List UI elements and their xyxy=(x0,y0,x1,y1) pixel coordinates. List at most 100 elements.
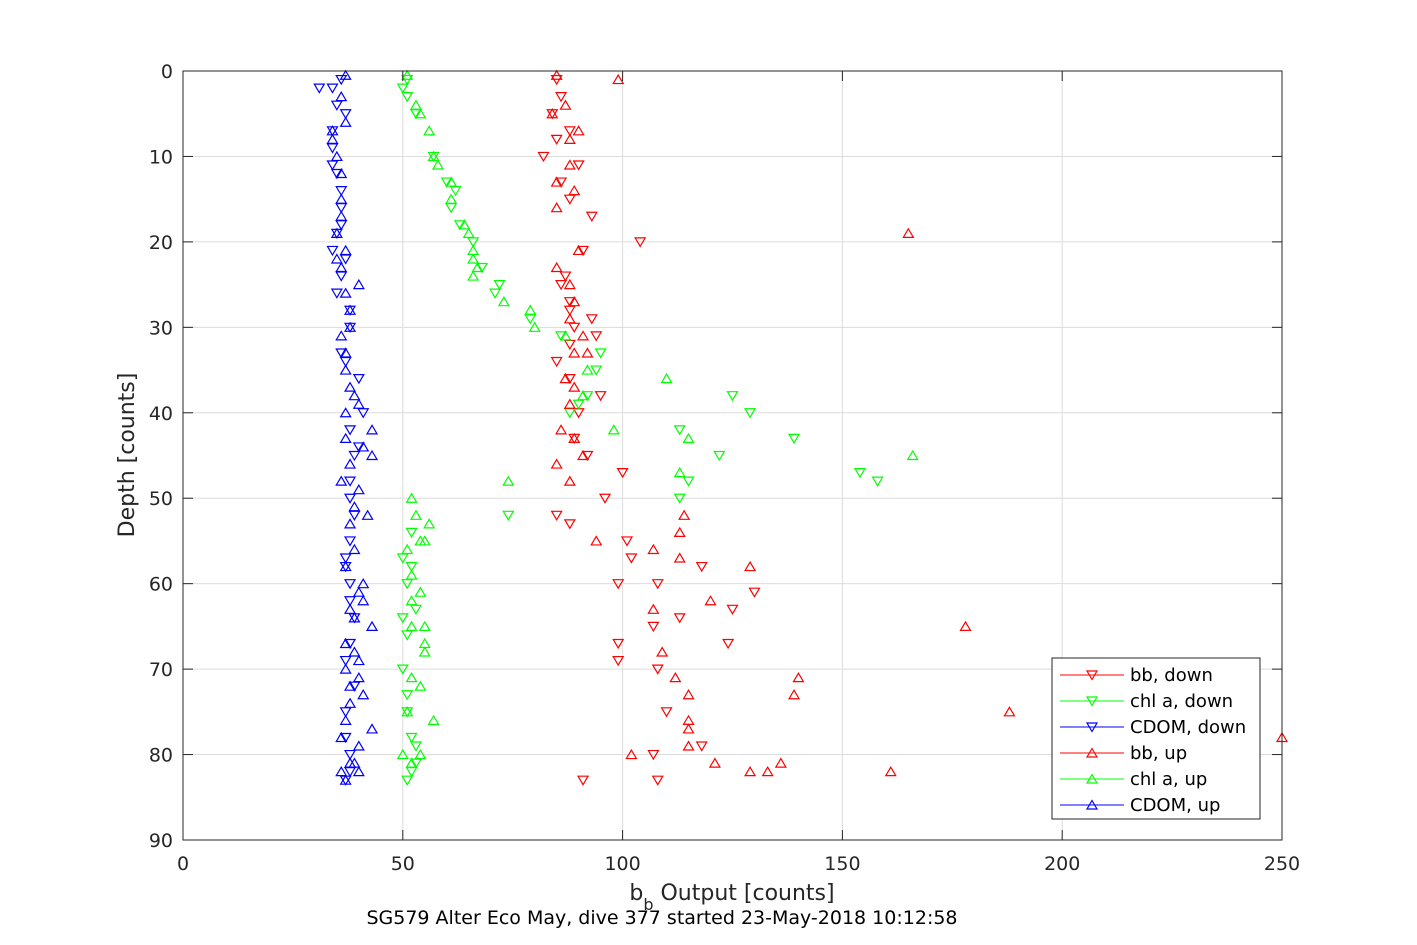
data-point xyxy=(335,90,348,102)
data-point xyxy=(559,99,572,110)
y-tick-label: 70 xyxy=(149,659,173,681)
data-point xyxy=(343,757,357,768)
data-point xyxy=(568,184,581,196)
data-point xyxy=(326,133,339,144)
data-point xyxy=(343,680,357,691)
data-point xyxy=(625,748,638,760)
data-point xyxy=(581,391,594,402)
data-point xyxy=(405,671,418,683)
data-point xyxy=(704,595,717,606)
data-point xyxy=(559,330,572,341)
legend: bb, down chl a, down CDOM, down bb, up chl a… xyxy=(1051,657,1261,820)
data-point xyxy=(343,638,357,650)
data-point xyxy=(357,441,370,452)
data-point xyxy=(339,347,352,358)
data-point xyxy=(550,202,563,213)
data-point xyxy=(713,450,726,462)
data-point xyxy=(493,280,506,291)
data-point xyxy=(581,347,594,358)
data-point xyxy=(563,398,576,409)
data-point xyxy=(352,586,365,597)
data-point xyxy=(409,99,423,110)
data-point xyxy=(343,596,357,607)
data-point xyxy=(497,296,510,307)
data-point xyxy=(339,663,352,674)
data-point xyxy=(576,775,590,786)
data-point xyxy=(427,714,440,725)
data-point xyxy=(348,646,361,657)
data-point xyxy=(467,270,480,281)
data-point xyxy=(726,604,739,615)
data-point xyxy=(576,330,590,341)
data-point xyxy=(343,304,357,315)
data-point xyxy=(423,125,436,136)
data-point xyxy=(343,493,357,504)
data-point xyxy=(550,458,563,469)
data-point xyxy=(572,244,585,256)
data-point xyxy=(343,697,357,708)
data-point xyxy=(343,536,357,547)
data-point xyxy=(427,150,440,162)
data-point xyxy=(431,159,445,170)
data-point xyxy=(590,365,603,376)
data-point xyxy=(405,620,418,631)
data-point xyxy=(352,278,365,290)
data-point xyxy=(695,561,708,573)
data-point xyxy=(787,433,801,445)
legend-marker xyxy=(1085,799,1099,810)
data-point xyxy=(673,466,686,478)
x-tick-label: 150 xyxy=(824,853,860,875)
data-point xyxy=(330,150,343,162)
data-point xyxy=(489,288,502,299)
data-point xyxy=(959,620,972,631)
data-point xyxy=(352,671,365,683)
x-tick-label: 100 xyxy=(604,853,640,875)
y-tick-label: 30 xyxy=(149,317,173,339)
data-point xyxy=(414,535,427,546)
data-point xyxy=(581,450,594,462)
data-point xyxy=(414,748,427,760)
data-point xyxy=(405,732,418,744)
data-series xyxy=(313,69,1289,786)
data-point xyxy=(335,731,348,743)
data-point xyxy=(678,509,691,520)
data-point xyxy=(453,220,466,231)
data-point xyxy=(528,321,541,332)
legend-marker xyxy=(1085,670,1099,681)
data-point xyxy=(590,331,603,342)
x-axis-ticks: 0 50 100 150 200 250 xyxy=(177,71,1300,875)
data-point xyxy=(352,398,365,409)
data-point xyxy=(774,757,787,768)
data-point xyxy=(550,134,563,146)
plot-frame xyxy=(182,70,1283,841)
y-tick-label: 10 xyxy=(149,146,173,168)
data-point xyxy=(620,536,634,547)
data-point xyxy=(335,475,348,486)
data-point xyxy=(660,707,673,718)
data-point xyxy=(524,304,537,315)
data-point xyxy=(682,723,695,734)
data-point xyxy=(559,372,572,384)
data-point xyxy=(726,391,739,402)
data-point xyxy=(445,193,458,204)
data-point xyxy=(409,509,423,520)
x-tick-label: 50 xyxy=(391,853,415,875)
data-point xyxy=(884,765,897,777)
data-point xyxy=(563,313,576,324)
y-tick-label: 60 xyxy=(149,574,173,596)
legend-marker xyxy=(1085,773,1099,784)
data-point xyxy=(744,765,757,777)
data-point xyxy=(418,620,431,631)
data-point xyxy=(563,133,576,144)
data-point xyxy=(695,741,708,752)
data-point xyxy=(682,432,695,444)
data-point xyxy=(352,654,365,666)
data-point xyxy=(330,168,343,180)
data-point xyxy=(537,151,550,163)
data-point xyxy=(563,374,576,385)
data-point xyxy=(871,476,884,487)
data-point xyxy=(339,109,352,120)
legend-entry-label: CDOM, up xyxy=(1130,795,1220,816)
data-point xyxy=(357,595,370,606)
data-point xyxy=(335,261,348,273)
